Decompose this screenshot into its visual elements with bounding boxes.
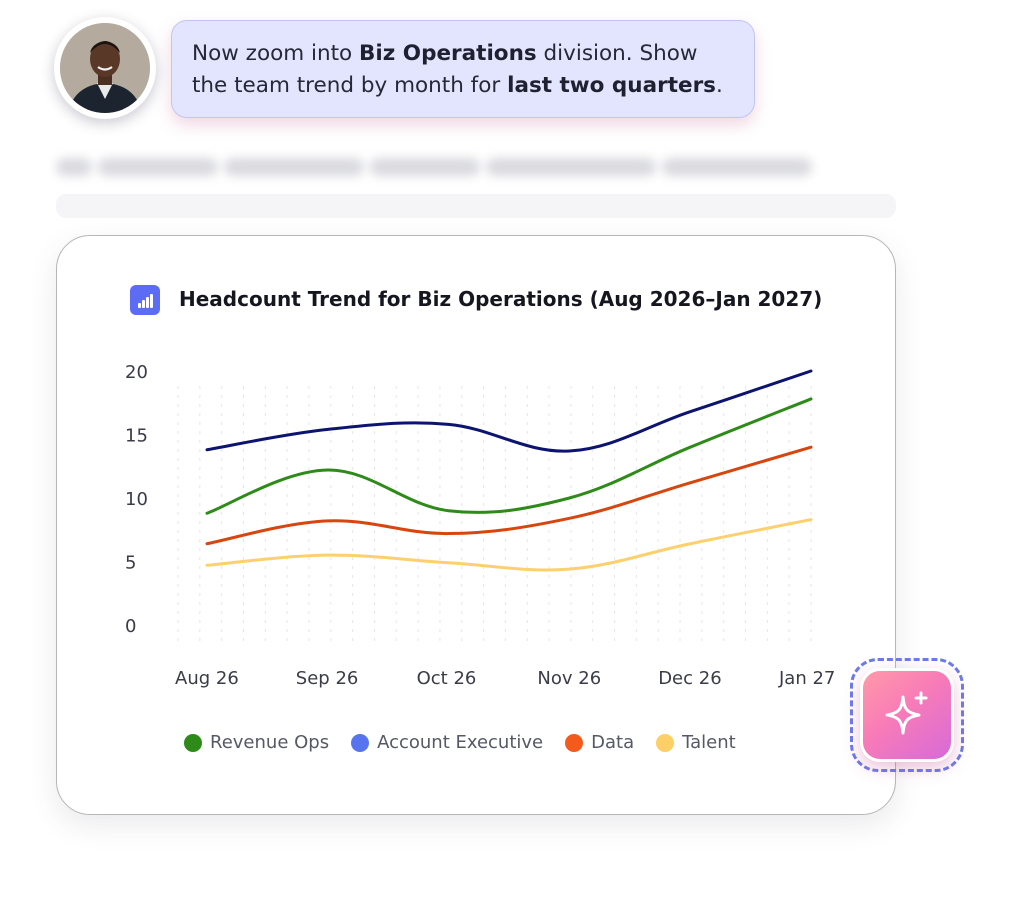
- y-tick-label: 20: [125, 362, 148, 383]
- legend-label: Revenue Ops: [210, 732, 330, 753]
- prompt-bold-period: last two quarters: [507, 73, 716, 98]
- y-tick-label: 10: [125, 489, 148, 510]
- chart-legend: Revenue Ops Account Executive Data Talent: [184, 732, 804, 753]
- blurred-response-bar: [56, 194, 896, 218]
- legend-item-data: Data: [565, 732, 634, 753]
- legend-swatch: [565, 733, 584, 752]
- prompt-bold-division: Biz Operations: [359, 41, 537, 66]
- user-avatar-photo: [60, 23, 150, 113]
- ai-button-face[interactable]: [860, 668, 954, 762]
- bar-chart-icon: [130, 285, 160, 315]
- prompt-text-3: .: [715, 73, 723, 98]
- x-tick-label: Aug 26: [175, 668, 239, 689]
- y-tick-label: 5: [125, 553, 136, 574]
- y-tick-label: 15: [125, 426, 148, 447]
- prompt-text-2: division. Show the team trend by month f…: [192, 41, 698, 98]
- chart-title: Headcount Trend for Biz Operations (Aug …: [179, 287, 823, 311]
- legend-item-account-executive: Account Executive: [351, 732, 543, 753]
- x-tick-label: Oct 26: [417, 668, 477, 689]
- series-line-talent: [205, 518, 813, 572]
- ai-assistant-button[interactable]: [850, 658, 964, 772]
- y-tick-label: 0: [125, 616, 136, 637]
- legend-label: Data: [591, 732, 635, 753]
- prompt-bubble: Now zoom into Biz Operations division. S…: [171, 20, 755, 118]
- x-tick-label: Dec 26: [658, 668, 721, 689]
- legend-item-talent: Talent: [656, 732, 736, 753]
- series-line-account-executive: [205, 369, 813, 453]
- sparkle-icon: [885, 691, 928, 735]
- user-avatar: [54, 17, 156, 119]
- x-tick-label: Jan 27: [778, 668, 835, 689]
- legend-swatch: [351, 733, 370, 752]
- x-tick-label: Sep 26: [296, 668, 359, 689]
- blurred-response-line: [56, 150, 846, 184]
- line-chart: 0 5 10 15 20 Aug 26 Sep 26 Oct 26 Nov 26 Dec 26 J…: [125, 362, 835, 689]
- chart-card: Headcount Trend for Biz Operations (Aug …: [56, 235, 896, 815]
- legend-swatch: [184, 733, 202, 752]
- legend-item-revenue-ops: Revenue Ops: [184, 732, 329, 753]
- x-tick-label: Nov 26: [537, 668, 601, 689]
- legend-label: Talent: [682, 732, 736, 753]
- series-line-data: [205, 445, 813, 546]
- prompt-text-1: Now zoom into: [192, 41, 360, 66]
- legend-label: Account Executive: [377, 732, 544, 753]
- series-line-revenue-ops: [205, 397, 813, 515]
- legend-swatch: [656, 733, 675, 752]
